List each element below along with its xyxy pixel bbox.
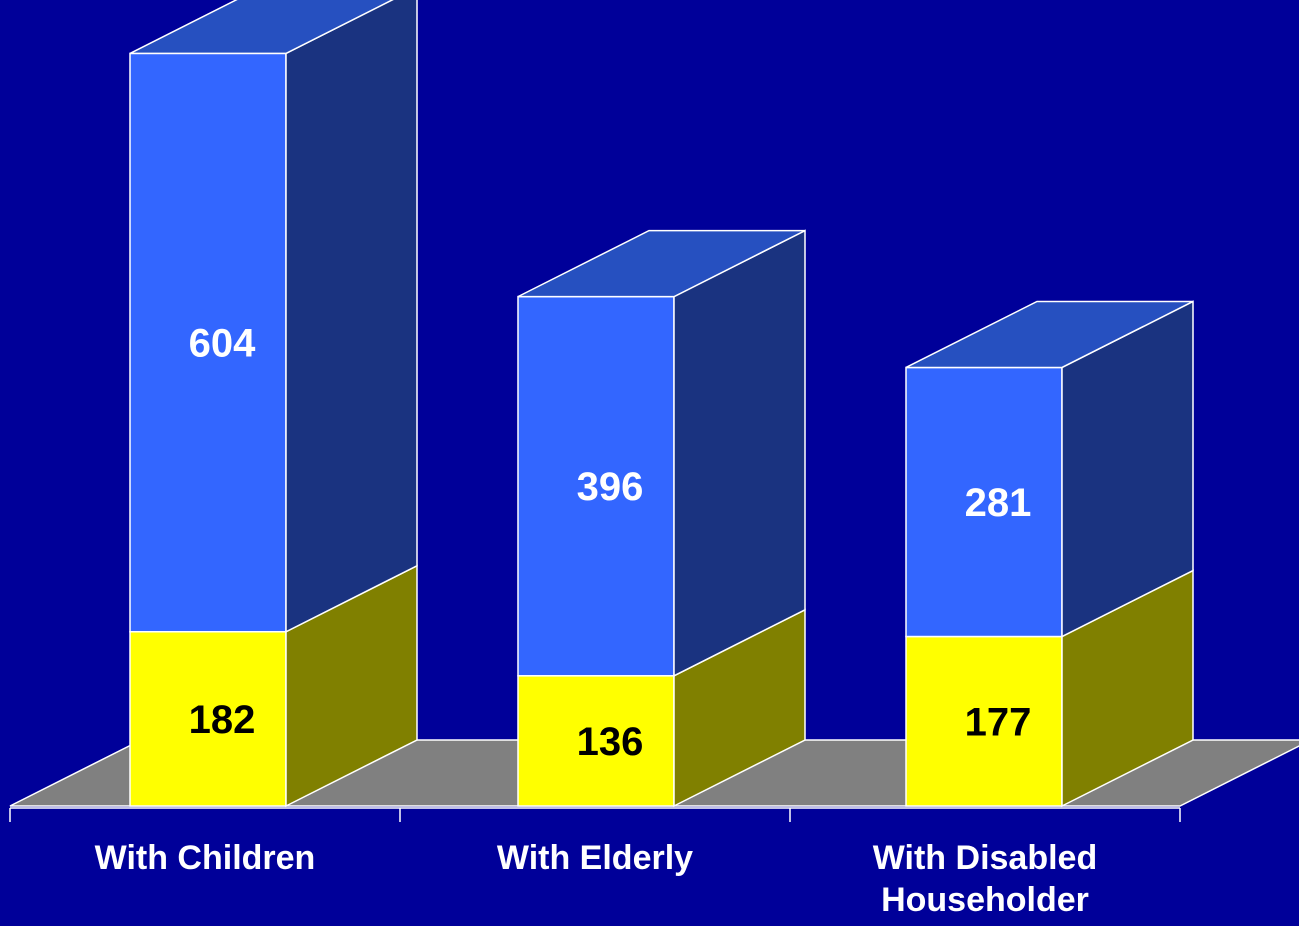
bar-front-s1-c1 (517, 295, 675, 677)
bar-front-s0-c2 (905, 635, 1063, 807)
bar-top-c1 (517, 229, 806, 298)
value-label-s1-c1: 396 (577, 465, 644, 509)
value-labels: 182 604 136 396 177 281 (189, 322, 1032, 764)
bar-side-s1-c0 (285, 0, 418, 633)
bar-front-s0-c0 (129, 630, 287, 807)
value-label-s0-c0: 182 (189, 698, 256, 742)
bar-front-s1-c0 (129, 52, 287, 633)
x-tick-label: With Elderly (497, 839, 693, 877)
value-label-s0-c2: 177 (965, 700, 1032, 744)
value-label-s0-c1: 136 (577, 720, 644, 764)
value-label-s1-c0: 604 (189, 322, 256, 366)
value-label-s1-c2: 281 (965, 481, 1032, 525)
bar-top-c2 (905, 300, 1194, 369)
bars (129, 0, 1194, 808)
x-tick-label: With Disabled Householder (873, 839, 1098, 919)
bar-top-c0 (129, 0, 394, 55)
x-axis: With Children With Elderly With Disabled Ho… (9, 807, 1181, 919)
bar-side-s1-c1 (673, 229, 806, 677)
bar-front-s0-c1 (517, 675, 675, 807)
x-tick-label: With Children (95, 839, 316, 877)
